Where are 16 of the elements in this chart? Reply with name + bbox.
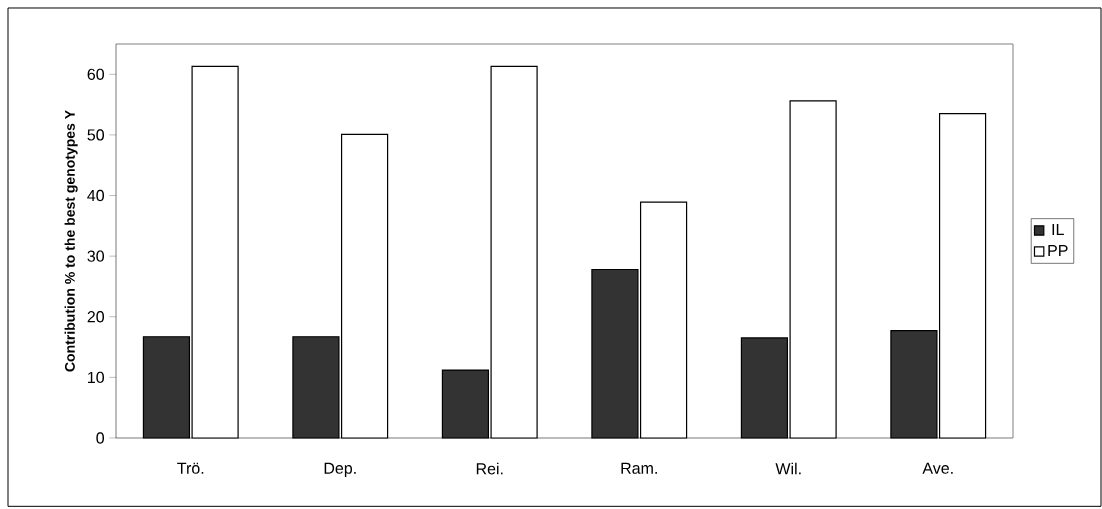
y-tick-label: 40: [87, 189, 105, 202]
y-tick-label: 20: [87, 311, 105, 323]
y-tick-label: 0: [96, 432, 105, 444]
y-tick-label: 10: [88, 371, 105, 384]
y-axis-title: Contribution % to the best genotypes Y: [64, 110, 78, 372]
x-tick-label: Dep.: [324, 462, 356, 478]
x-tick-label: Ram.: [621, 462, 657, 474]
x-tick-label: Wil.: [775, 462, 801, 475]
y-tick-label: 30: [87, 250, 105, 262]
x-tick-label: Rei.: [476, 462, 503, 475]
x-tick-label: Ave.: [922, 462, 953, 474]
x-tick-label: Trö.: [177, 462, 204, 474]
y-tick-label: 50: [87, 129, 105, 141]
legend-label: PP: [1048, 245, 1068, 256]
y-tick-label: 60: [87, 68, 105, 80]
legend-label: IL: [1052, 223, 1064, 235]
